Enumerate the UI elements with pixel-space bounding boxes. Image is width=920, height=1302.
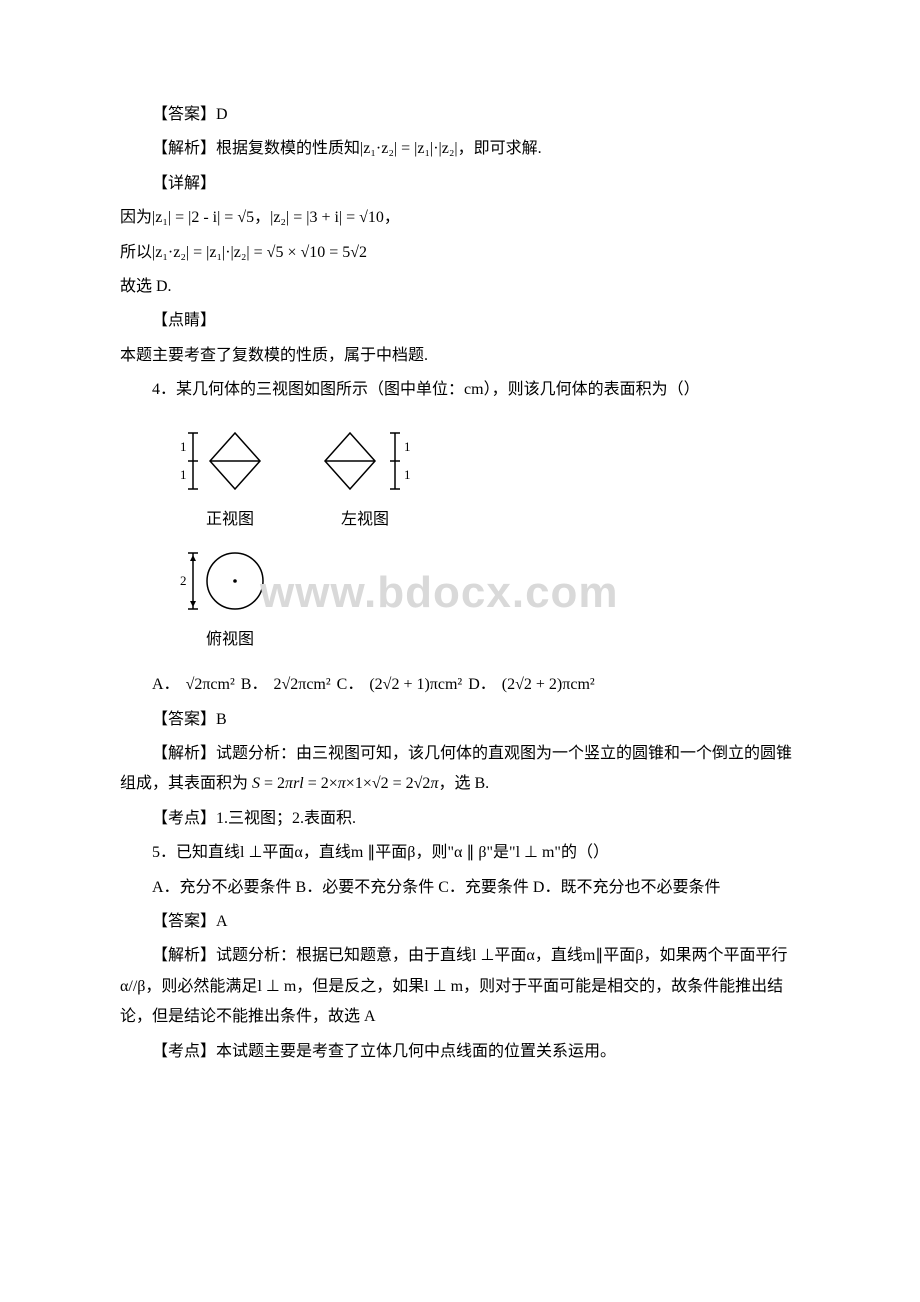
q4-unit: cm — [464, 381, 484, 398]
q4-stem: 4．某几何体的三视图如图所示（图中单位：cm），则该几何体的表面积为（） — [120, 375, 800, 405]
opt-c: (2√2 + 1)πcm² — [369, 670, 462, 700]
opt-a-label: A． — [152, 670, 180, 700]
q5-options: A．充分不必要条件 B．必要不充分条件 C．充要条件 D．既不充分也不必要条件 — [120, 873, 800, 903]
q5-f6: l ⊥ m — [516, 844, 555, 861]
because-f2: |z₂| = |3 + i| = √10 — [270, 209, 384, 226]
q4-answer: 【答案】B — [120, 705, 800, 735]
q5-af2: α — [526, 947, 534, 964]
q4-analysis: 【解析】试题分析：由三视图可知，该几何体的直观图为一个竖立的圆锥和一个倒立的圆锥… — [120, 739, 800, 800]
top-view-icon: 2 — [180, 541, 280, 621]
so-formula: |z₁·z₂| = |z₁|·|z₂| = √5 × √10 = 5√2 — [152, 244, 367, 261]
dim-1b: 1 — [180, 467, 187, 482]
q4-options: A． √2πcm² B． 2√2πcm² C． (2√2 + 1)πcm² D．… — [152, 670, 800, 700]
q5-a-p4: 平面 — [603, 947, 635, 964]
front-view-icon: 1 1 — [180, 421, 280, 501]
q5-af7: l ⊥ m — [424, 978, 463, 995]
q5-p3: ，直线 — [303, 844, 351, 861]
q5-p6: "是" — [487, 844, 516, 861]
q4-kaodian: 【考点】1.三视图；2.表面积. — [120, 804, 800, 834]
q5-a-p6: ，则必然能满足 — [145, 978, 257, 995]
q4-analysis-formula: S = 2πrl = 2×π×1×√2 = 2√2π — [248, 775, 438, 792]
q5-stem: 5．已知直线l ⊥平面α，直线m ∥平面β，则"α ∥ β"是"l ⊥ m"的（… — [120, 838, 800, 868]
top-view-label: 俯视图 — [206, 625, 254, 655]
because-prefix: 因为 — [120, 209, 152, 226]
left-view-icon: 1 1 — [310, 421, 420, 501]
opt-a: √2πcm² — [186, 670, 235, 700]
q4-stem-prefix: 4．某几何体的三视图如图所示（图中单位： — [152, 381, 464, 398]
dim-2: 2 — [180, 573, 187, 588]
opt-d-label: D． — [468, 670, 496, 700]
q5-a-p1: 【解析】试题分析：根据已知题意，由于直线 — [152, 947, 472, 964]
q5-a-p7: ，但是反之，如果 — [296, 978, 424, 995]
because-f1: |z₁| = |2 - i| = √5 — [152, 209, 254, 226]
opt-d: (2√2 + 2)πcm² — [502, 670, 595, 700]
analysis-prefix: 【解析】根据复数模的性质知 — [152, 140, 360, 157]
opt-c-label: C． — [337, 670, 364, 700]
hint-label: 【点睛】 — [120, 306, 800, 336]
so-prefix: 所以 — [120, 244, 152, 261]
detail-label: 【详解】 — [120, 169, 800, 199]
q5-p2: 平面 — [262, 844, 294, 861]
so-line: 所以|z₁·z₂| = |z₁|·|z₂| = √5 × √10 = 5√2 — [120, 238, 800, 268]
front-view-label: 正视图 — [206, 505, 254, 535]
answer-label: 【答案】D — [120, 100, 800, 130]
q5-p1: 5．已知直线 — [152, 844, 240, 861]
q5-answer: 【答案】A — [120, 907, 800, 937]
q5-a-p2: 平面 — [494, 947, 526, 964]
left-view-block: 1 1 左视图 — [310, 421, 420, 535]
q5-p5: ，则" — [415, 844, 454, 861]
dim-1c: 1 — [404, 439, 411, 454]
q5-p4: 平面 — [375, 844, 407, 861]
q5-af1: l ⊥ — [472, 947, 494, 964]
q5-f3: m ∥ — [351, 844, 375, 861]
q5-analysis: 【解析】试题分析：根据已知题意，由于直线l ⊥平面α，直线m∥平面β，如果两个平… — [120, 941, 800, 1032]
q5-f2: α — [294, 844, 302, 861]
top-view-block: 2 俯视图 — [180, 541, 280, 655]
analysis-line: 【解析】根据复数模的性质知|z₁·z₂| = |z₁|·|z₂|，即可求解. — [120, 134, 800, 164]
q5-af6: l ⊥ m — [257, 978, 296, 995]
q5-kaodian: 【考点】本试题主要是考查了立体几何中点线面的位置关系运用。 — [120, 1037, 800, 1067]
opt-b-label: B． — [241, 670, 268, 700]
q5-a-p5: ，如果两个平面平行 — [643, 947, 787, 964]
because-sep: ， — [254, 209, 270, 226]
q5-a-p3: ，直线 — [535, 947, 583, 964]
conclude: 故选 D. — [120, 272, 800, 302]
q5-f5: α ∥ β — [454, 844, 487, 861]
q4-analysis-suffix: ，选 B. — [438, 775, 489, 792]
analysis-formula: |z₁·z₂| = |z₁|·|z₂| — [360, 140, 458, 157]
q5-p7: "的（） — [554, 844, 609, 861]
q5-af5: α//β — [120, 978, 145, 995]
hint-text: 本题主要考查了复数模的性质，属于中档题. — [120, 341, 800, 371]
dim-1a: 1 — [180, 439, 187, 454]
because-suffix: ， — [384, 209, 400, 226]
three-views-figure: www.bdocx.com 1 1 正视图 — [180, 421, 800, 656]
bottom-row: 2 俯视图 — [180, 541, 800, 655]
left-view-label: 左视图 — [341, 505, 389, 535]
q4-stem-suffix: ），则该几何体的表面积为（） — [484, 381, 700, 398]
q5-af3: m∥ — [583, 947, 603, 964]
because-line: 因为|z₁| = |2 - i| = √5，|z₂| = |3 + i| = √… — [120, 203, 800, 233]
dim-1d: 1 — [404, 467, 411, 482]
analysis-suffix: ，即可求解. — [458, 140, 542, 157]
front-view-block: 1 1 正视图 — [180, 421, 280, 535]
q5-f1: l ⊥ — [240, 844, 262, 861]
top-row: 1 1 正视图 1 1 左视图 — [180, 421, 800, 535]
opt-b: 2√2πcm² — [273, 670, 330, 700]
